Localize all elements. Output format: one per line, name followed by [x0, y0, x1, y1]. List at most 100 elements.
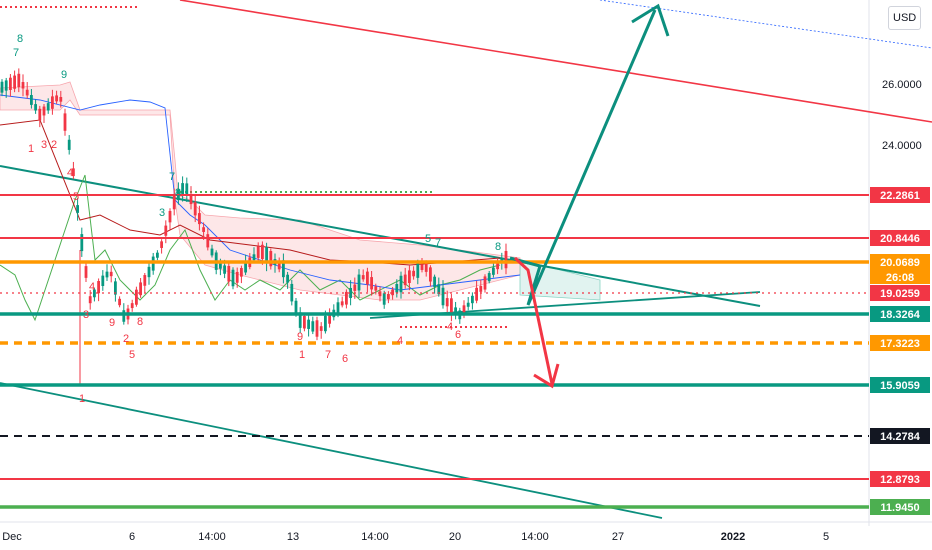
candle-body: [9, 77, 12, 90]
candle-body: [160, 241, 163, 248]
candle-body: [454, 307, 457, 314]
candle-body: [223, 265, 226, 274]
candle-body: [492, 267, 495, 275]
candle-body: [387, 294, 390, 300]
candle-body: [471, 295, 474, 304]
price-tag-4[interactable]: 18.3264: [870, 306, 930, 322]
candle-body: [424, 262, 428, 272]
bearish-scenario-arrow: [513, 256, 560, 389]
candle-body: [105, 271, 109, 278]
price-tag-8[interactable]: 12.8793: [870, 471, 930, 487]
candle-body: [193, 202, 197, 216]
sequence-count-label: 7: [169, 171, 175, 183]
sequence-count-label: 5: [425, 233, 431, 245]
candle-body: [93, 289, 96, 298]
sequence-count-label: 8: [137, 316, 143, 328]
price-axis[interactable]: 26.0000 24.0000: [882, 79, 922, 152]
sequence-count-label: 8: [175, 187, 181, 199]
candle-body: [395, 284, 399, 293]
candle-body: [319, 326, 323, 331]
price-tag-6[interactable]: 15.9059: [870, 377, 930, 393]
sequence-count-label: 7: [13, 47, 19, 59]
candle-body: [21, 82, 25, 89]
price-tag-label: 20.8446: [880, 233, 920, 245]
candle-body: [475, 287, 478, 301]
sequence-count-label: 8: [17, 33, 23, 45]
sequence-count-label: 6: [342, 353, 348, 365]
sequence-count-label: 2: [123, 333, 129, 345]
sequence-count-label: 3: [83, 309, 89, 321]
candle-body: [311, 321, 315, 332]
time-axis-label: 6: [129, 531, 135, 543]
time-axis-label: 27: [612, 531, 624, 543]
sequence-count-label: 4: [67, 167, 73, 179]
candle-body: [13, 75, 16, 89]
candle-body: [244, 262, 247, 273]
candle-body: [298, 312, 302, 328]
candle-body: [429, 267, 432, 282]
candle-body: [345, 291, 348, 305]
price-tag-0[interactable]: 22.2861: [870, 187, 930, 203]
candle-body: [198, 213, 201, 225]
price-axis-label: 24.0000: [882, 140, 922, 152]
price-tag-5[interactable]: 17.3223: [870, 335, 930, 351]
price-tag-2[interactable]: 20.0689: [870, 254, 930, 270]
time-axis-label: 2022: [721, 531, 745, 543]
candle-body: [315, 320, 319, 337]
candle-body: [336, 302, 340, 315]
candle-body: [51, 96, 54, 109]
candle-body: [164, 225, 168, 236]
sequence-count-label: 1: [299, 349, 305, 361]
candle-body: [143, 275, 147, 286]
time-axis-label: 14:00: [521, 531, 549, 543]
currency-badge[interactable]: USD: [888, 6, 922, 30]
sequence-count-label: 8: [495, 241, 501, 253]
lower-channel-line: [0, 382, 663, 519]
price-tag-label: 22.2861: [880, 190, 920, 202]
price-tag-label: 14.2784: [880, 431, 921, 443]
candle-body: [328, 313, 331, 324]
candle-body: [382, 293, 386, 305]
candle-body: [55, 95, 58, 102]
sequence-count-label: 7: [435, 237, 441, 249]
candle-body: [277, 261, 281, 270]
price-tag-9[interactable]: 11.9450: [870, 499, 930, 515]
time-axis[interactable]: Dec 6 14:00 13 14:00 20 14:00 27 2022 5: [2, 531, 829, 543]
candle-body: [483, 276, 487, 290]
candle-body: [181, 183, 184, 195]
sequence-count-label: 9: [109, 317, 115, 329]
candle-body: [353, 284, 357, 291]
candle-body: [135, 289, 138, 305]
candle-body: [38, 108, 42, 121]
candle-body: [416, 262, 420, 278]
time-axis-label: 14:00: [361, 531, 389, 543]
candle-body: [391, 289, 394, 296]
price-tag-7[interactable]: 14.2784: [870, 428, 930, 444]
price-tag-1[interactable]: 20.8446: [870, 230, 930, 246]
time-axis-label: 5: [823, 531, 829, 543]
price-tag-label: 20.0689: [880, 257, 920, 269]
candle-body: [420, 264, 424, 270]
time-axis-label: Dec: [2, 531, 22, 543]
candle-body: [462, 305, 466, 315]
candle-body: [25, 89, 29, 96]
candle-body: [378, 291, 382, 297]
candle-body: [101, 275, 105, 286]
candle-body: [206, 234, 210, 248]
candle-body: [403, 274, 407, 286]
candle-body: [88, 296, 92, 304]
candle-body: [479, 285, 483, 292]
price-tag-3[interactable]: 19.0259: [870, 285, 930, 301]
candle-body: [437, 284, 441, 295]
candle-body: [130, 303, 134, 309]
svg-text:26:08: 26:08: [886, 272, 914, 284]
candle-body: [114, 281, 117, 295]
candle-body: [399, 275, 403, 293]
candle-body: [72, 168, 75, 177]
descending-trendline: [0, 165, 761, 307]
candle-body: [307, 319, 310, 329]
candle-body: [219, 262, 222, 269]
candle-body: [361, 275, 365, 280]
